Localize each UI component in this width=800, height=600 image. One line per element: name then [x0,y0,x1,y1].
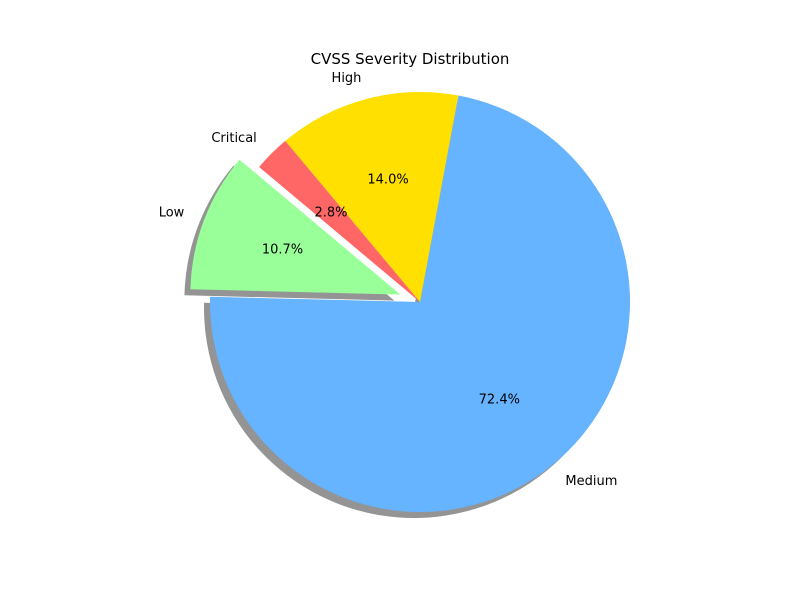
category-label-low: Low [159,205,185,220]
slice-low [190,159,401,295]
percent-label-high: 14.0% [367,173,408,188]
labels-group: Low 10.7% Medium 72.4% High 14.0% Critical 2.8% [159,71,618,489]
slice-medium [209,95,630,513]
category-label-high: High [332,71,362,86]
percent-label-low: 10.7% [262,242,303,257]
chart-title: CVSS Severity Distribution [311,50,510,68]
percent-label-medium: 72.4% [479,392,520,407]
slices-group [190,92,630,513]
category-label-medium: Medium [565,474,617,489]
slice-high [285,92,459,302]
category-label-critical: Critical [211,131,256,146]
slice-critical [259,140,420,302]
percent-label-critical: 2.8% [314,205,347,220]
